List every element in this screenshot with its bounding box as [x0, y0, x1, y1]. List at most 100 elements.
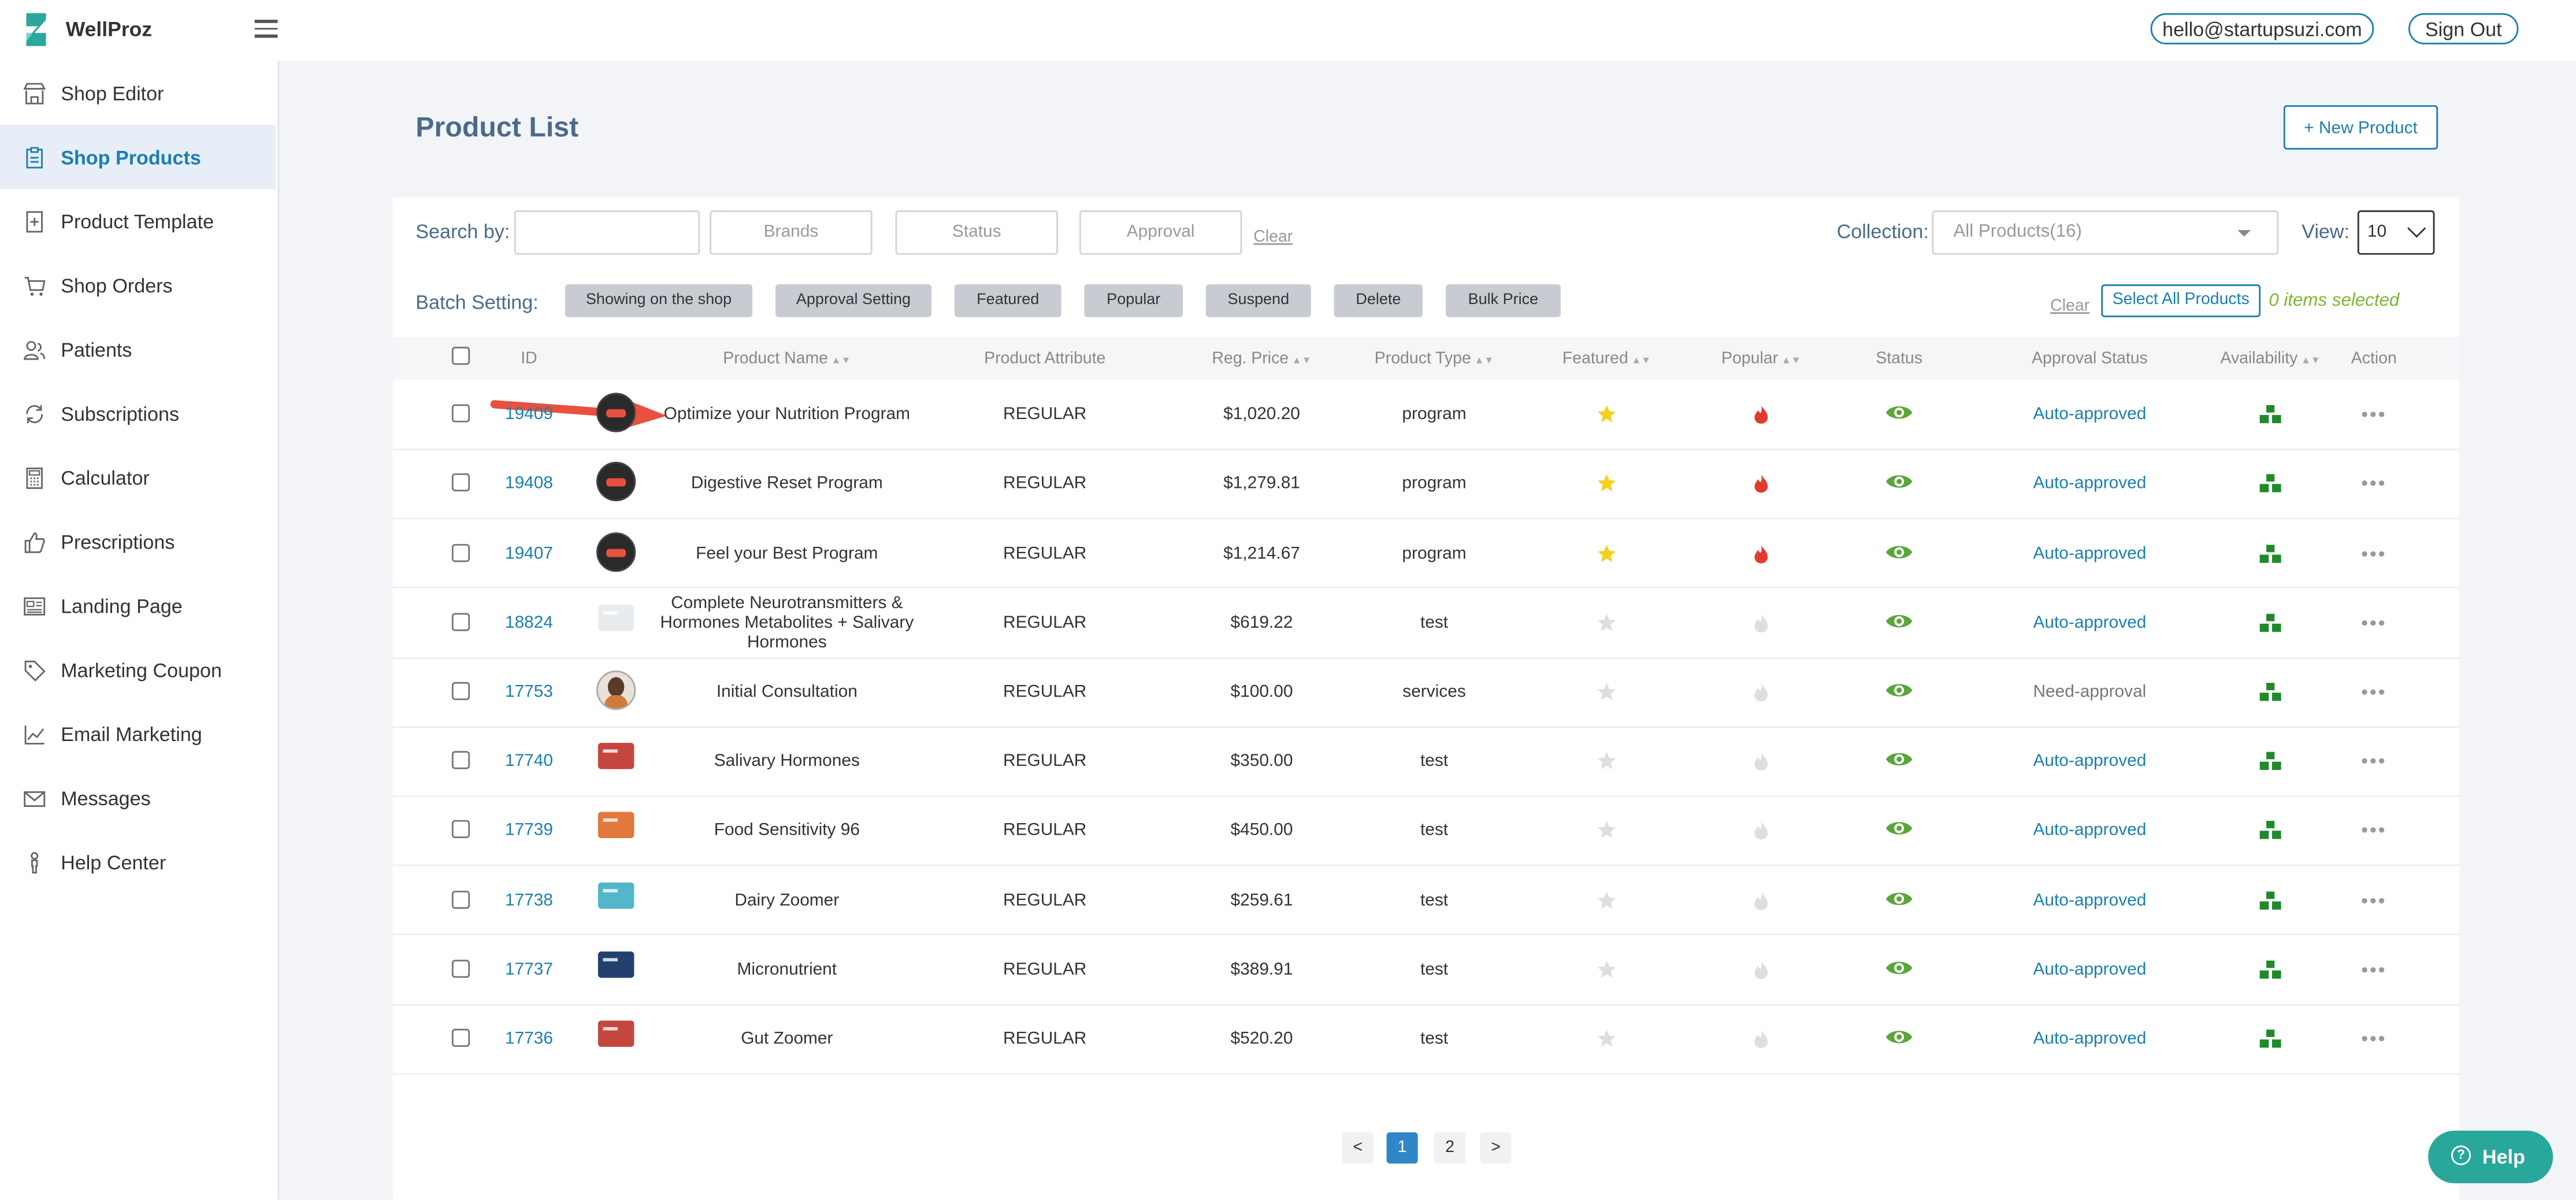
showing-on-shop-button[interactable]: Showing on the shop: [565, 284, 753, 317]
status-visible-eye-icon[interactable]: [1884, 542, 1914, 561]
row-actions-more-icon[interactable]: •••: [2361, 610, 2387, 634]
row-actions-more-icon[interactable]: •••: [2361, 957, 2387, 981]
status-visible-eye-icon[interactable]: [1884, 403, 1914, 423]
popular-fire-icon[interactable]: [1753, 543, 1769, 563]
sign-out-button[interactable]: Sign Out: [2408, 13, 2519, 45]
approval-filter[interactable]: Approval: [1079, 210, 1242, 255]
popular-fire-icon[interactable]: [1753, 474, 1769, 494]
product-id-link[interactable]: 18824: [504, 612, 553, 632]
row-actions-more-icon[interactable]: •••: [2361, 749, 2387, 773]
product-id-link[interactable]: 17738: [504, 890, 553, 910]
row-checkbox[interactable]: [451, 543, 470, 561]
pagination-page-1[interactable]: 1: [1386, 1132, 1418, 1164]
row-checkbox[interactable]: [451, 751, 470, 769]
popular-fire-icon[interactable]: [1753, 751, 1769, 771]
popular-button[interactable]: Popular: [1084, 284, 1183, 317]
sidebar-item-help-center[interactable]: Help Center: [0, 830, 276, 894]
featured-star-icon[interactable]: [1597, 959, 1616, 979]
popular-fire-icon[interactable]: [1753, 1028, 1769, 1049]
popular-fire-icon[interactable]: [1753, 890, 1769, 910]
featured-star-icon[interactable]: [1597, 751, 1616, 771]
featured-star-icon[interactable]: [1597, 1028, 1616, 1048]
popular-fire-icon[interactable]: [1753, 821, 1769, 840]
search-input[interactable]: [514, 210, 700, 255]
column-header-reg-price[interactable]: Reg. Price ▲▼: [1212, 350, 1312, 368]
status-visible-eye-icon[interactable]: [1884, 958, 1914, 977]
status-visible-eye-icon[interactable]: [1884, 819, 1914, 839]
row-checkbox[interactable]: [451, 959, 470, 977]
menu-toggle-icon[interactable]: [254, 20, 278, 39]
popular-fire-icon[interactable]: [1753, 613, 1769, 632]
product-id-link[interactable]: 19407: [504, 543, 553, 563]
status-filter[interactable]: Status: [895, 210, 1058, 255]
delete-button[interactable]: Delete: [1334, 284, 1423, 317]
product-id-link[interactable]: 19408: [504, 473, 553, 494]
row-checkbox[interactable]: [451, 612, 470, 631]
featured-star-icon[interactable]: [1597, 613, 1616, 632]
sidebar-item-email-marketing[interactable]: Email Marketing: [0, 702, 276, 766]
featured-star-icon[interactable]: [1597, 543, 1616, 563]
select-all-checkbox[interactable]: [451, 346, 470, 365]
row-checkbox[interactable]: [451, 1028, 470, 1047]
column-header-popular[interactable]: Popular ▲▼: [1721, 350, 1801, 368]
sidebar-item-shop-editor[interactable]: Shop Editor: [0, 61, 276, 125]
sidebar-item-product-template[interactable]: Product Template: [0, 189, 276, 253]
pagination-prev-button[interactable]: <: [1342, 1132, 1374, 1164]
product-id-link[interactable]: 17740: [504, 751, 553, 771]
sidebar-item-prescriptions[interactable]: Prescriptions: [0, 509, 276, 573]
help-button[interactable]: ? Help: [2428, 1131, 2553, 1184]
collection-select[interactable]: All Products(16): [1932, 210, 2279, 255]
featured-star-icon[interactable]: [1597, 682, 1616, 702]
sidebar-item-calculator[interactable]: Calculator: [0, 445, 276, 509]
row-actions-more-icon[interactable]: •••: [2361, 402, 2387, 426]
status-visible-eye-icon[interactable]: [1884, 750, 1914, 769]
row-actions-more-icon[interactable]: •••: [2361, 541, 2387, 565]
featured-star-icon[interactable]: [1597, 405, 1616, 424]
sidebar-item-shop-orders[interactable]: Shop Orders: [0, 253, 276, 317]
column-header-product-type[interactable]: Product Type ▲▼: [1374, 350, 1494, 368]
product-id-link[interactable]: 19409: [504, 404, 553, 424]
sidebar-item-landing-page[interactable]: Landing Page: [0, 573, 276, 638]
column-header-availability[interactable]: Availability ▲▼: [2220, 350, 2321, 368]
search-clear-link[interactable]: Clear: [1253, 228, 1293, 247]
sidebar-item-subscriptions[interactable]: Subscriptions: [0, 382, 276, 446]
row-actions-more-icon[interactable]: •••: [2361, 472, 2387, 495]
pagination-page-2[interactable]: 2: [1434, 1132, 1466, 1164]
status-visible-eye-icon[interactable]: [1884, 472, 1914, 492]
product-id-link[interactable]: 17753: [504, 682, 553, 702]
pagination-next-button[interactable]: >: [1480, 1132, 1512, 1164]
sidebar-item-messages[interactable]: Messages: [0, 766, 276, 830]
sidebar-item-shop-products[interactable]: Shop Products: [0, 125, 276, 189]
select-all-products-button[interactable]: Select All Products: [2101, 284, 2261, 317]
view-select[interactable]: 10: [2357, 210, 2435, 255]
row-actions-more-icon[interactable]: •••: [2361, 680, 2387, 703]
row-checkbox[interactable]: [451, 473, 470, 492]
featured-star-icon[interactable]: [1597, 821, 1616, 840]
new-product-button[interactable]: + New Product: [2283, 105, 2438, 150]
product-id-link[interactable]: 17739: [504, 820, 553, 840]
row-checkbox[interactable]: [451, 890, 470, 908]
status-visible-eye-icon[interactable]: [1884, 1027, 1914, 1047]
column-header-product-name[interactable]: Product Name ▲▼: [723, 350, 851, 368]
row-actions-more-icon[interactable]: •••: [2361, 888, 2387, 912]
sidebar-item-patients[interactable]: Patients: [0, 317, 276, 382]
status-visible-eye-icon[interactable]: [1884, 888, 1914, 908]
row-checkbox[interactable]: [451, 682, 470, 700]
status-visible-eye-icon[interactable]: [1884, 680, 1914, 700]
row-actions-more-icon[interactable]: •••: [2361, 818, 2387, 842]
row-actions-more-icon[interactable]: •••: [2361, 1027, 2387, 1050]
account-email-button[interactable]: hello@startupsuzi.com: [2150, 13, 2374, 45]
bulk-price-button[interactable]: Bulk Price: [1445, 284, 1561, 317]
batch-clear-link[interactable]: Clear: [2050, 297, 2090, 316]
brands-filter[interactable]: Brands: [710, 210, 873, 255]
status-visible-eye-icon[interactable]: [1884, 611, 1914, 631]
product-id-link[interactable]: 17736: [504, 1028, 553, 1049]
featured-star-icon[interactable]: [1597, 474, 1616, 494]
popular-fire-icon[interactable]: [1753, 959, 1769, 979]
product-id-link[interactable]: 17737: [504, 959, 553, 979]
row-checkbox[interactable]: [451, 820, 470, 839]
sidebar-item-marketing-coupon[interactable]: Marketing Coupon: [0, 638, 276, 702]
approval-setting-button[interactable]: Approval Setting: [775, 284, 932, 317]
popular-fire-icon[interactable]: [1753, 405, 1769, 424]
featured-star-icon[interactable]: [1597, 890, 1616, 910]
